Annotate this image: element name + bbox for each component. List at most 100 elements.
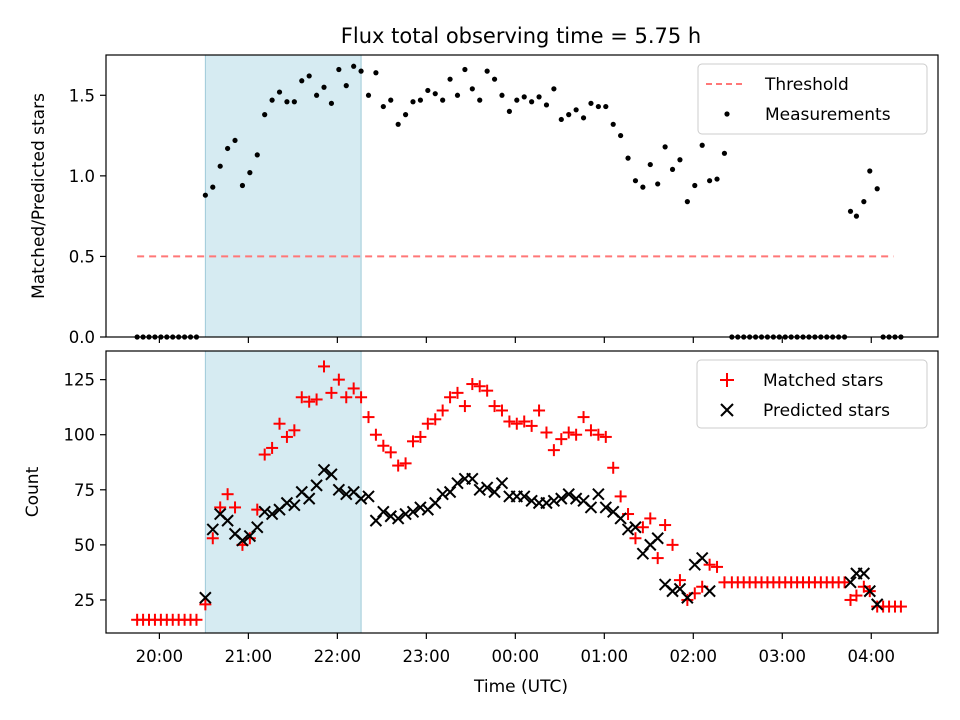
bottom-y-ticks: 25 50 75 100 125	[64, 371, 106, 610]
y-tick-label: 1.5	[69, 86, 95, 105]
matched-stars-point	[562, 426, 575, 439]
x-tick-label: 00:00	[492, 647, 540, 666]
matched-stars-point	[629, 532, 642, 545]
matched-stars-point	[711, 560, 724, 573]
predicted-stars-point	[651, 532, 664, 545]
measurement-point	[536, 94, 542, 100]
predicted-stars-point	[555, 492, 568, 505]
y-tick-label: 75	[74, 481, 95, 500]
measurement-point	[714, 176, 720, 182]
matched-stars-point	[310, 393, 323, 406]
measurement-point	[677, 157, 683, 163]
measurement-point	[477, 97, 483, 103]
measurement-point	[529, 99, 535, 105]
top-legend: Threshold Measurements	[697, 63, 928, 135]
matched-stars-point	[510, 417, 523, 430]
measurement-point	[610, 121, 616, 127]
matched-stars-point	[466, 378, 479, 391]
x-tick-label: 02:00	[670, 647, 718, 666]
measurement-point	[306, 73, 312, 79]
predicted-stars-point	[844, 576, 857, 589]
legend-matched-label: Matched stars	[763, 371, 883, 391]
measurement-point	[625, 155, 631, 161]
matched-stars-point	[295, 391, 308, 404]
predicted-stars-point	[666, 584, 679, 598]
matched-stars-point	[318, 360, 331, 373]
bottom-x-ticks: 20:00 21:00 22:00 23:00 00:00 01:00 02:00 03:00…	[136, 633, 895, 666]
measurement-point	[232, 137, 238, 144]
measurement-point	[514, 97, 520, 103]
measurement-point	[647, 161, 653, 168]
matched-stars-point	[280, 430, 293, 443]
predicted-stars-point	[354, 492, 368, 505]
predicted-stars-point	[562, 487, 575, 501]
predicted-stars-point	[384, 510, 397, 523]
measurement-point	[373, 70, 379, 76]
measurement-point	[551, 86, 557, 92]
matched-stars-point	[673, 574, 686, 587]
predicted-stars-point	[258, 505, 271, 519]
measurement-point	[521, 94, 527, 100]
matched-stars-point	[525, 419, 538, 432]
matched-stars-point	[273, 417, 286, 430]
measurement-point	[276, 89, 283, 95]
predicted-stars-point	[681, 591, 694, 604]
matched-stars-point	[614, 490, 627, 503]
bottom-panel: 25 50 75 100 125 20:00 21:00 22:00 23:00 00:00 01…	[23, 350, 939, 697]
x-tick-label: 04:00	[847, 647, 895, 666]
measurement-point	[491, 76, 498, 82]
measurement-point	[721, 150, 728, 156]
matched-stars-point	[599, 430, 612, 443]
predicted-stars-point	[377, 505, 390, 519]
measurement-point	[566, 112, 572, 118]
bottom-legend-box	[696, 359, 928, 429]
measurement-point	[632, 178, 639, 184]
y-tick-label: 100	[64, 426, 96, 445]
matched-stars-point	[488, 400, 501, 413]
measurement-point	[447, 76, 453, 82]
y-tick-label: 25	[74, 591, 95, 610]
predicted-stars-point	[870, 598, 884, 611]
measurement-point	[336, 66, 342, 73]
measurement-point	[506, 108, 512, 114]
top-legend-box	[697, 63, 928, 135]
measurement-point	[662, 144, 668, 150]
matched-stars-point	[681, 593, 694, 606]
matched-stars-point	[838, 576, 851, 589]
measurement-point	[432, 91, 438, 97]
measurement-point	[239, 182, 246, 189]
predicted-stars-point	[199, 591, 212, 604]
matched-stars-point	[332, 373, 345, 386]
matched-stars-point	[481, 384, 494, 397]
x-tick-label: 23:00	[403, 647, 451, 666]
matched-stars-point	[377, 439, 390, 452]
matched-stars-point	[392, 459, 405, 472]
measurement-point	[847, 208, 854, 214]
x-tick-label: 22:00	[314, 647, 362, 666]
measurement-point	[410, 99, 416, 105]
matched-stars-point	[458, 400, 471, 413]
measurement-point	[669, 166, 676, 173]
measurement-point	[595, 103, 601, 110]
measurement-point	[210, 184, 216, 190]
bottom-axes-frame	[105, 350, 939, 634]
matched-stars-point	[325, 386, 338, 399]
y-tick-label: 1.0	[69, 167, 95, 186]
predicted-stars-point	[406, 505, 420, 519]
measurement-point	[469, 86, 475, 92]
measurement-point	[225, 145, 231, 152]
measurement-point	[588, 100, 594, 106]
predicted-stars-point	[518, 490, 531, 503]
predicted-stars-point	[857, 567, 871, 580]
bottom-shaded-interval	[204, 350, 362, 634]
chart-title: Flux total observing time = 5.75 h	[341, 24, 701, 48]
legend-predicted-label: Predicted stars	[763, 401, 890, 421]
measurement-point	[284, 99, 290, 105]
matched-stars-point	[584, 424, 597, 437]
x-tick-label: 20:00	[136, 647, 184, 666]
predicted-stars-point	[540, 496, 553, 510]
matched-stars-point	[221, 488, 234, 501]
measurement-point	[351, 63, 357, 69]
matched-stars-point	[651, 552, 664, 565]
matched-stars-point	[547, 444, 560, 457]
